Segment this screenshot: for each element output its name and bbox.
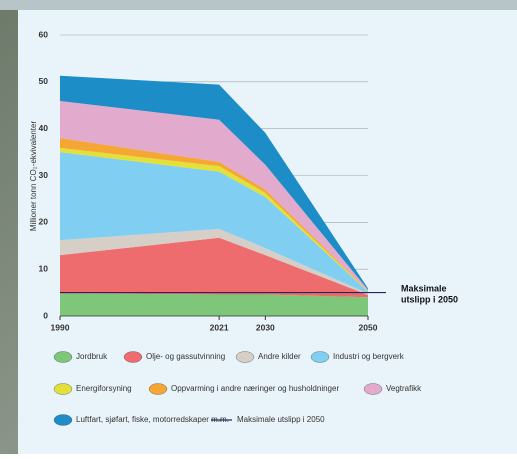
area bbox=[60, 294, 368, 316]
legend-icon bbox=[149, 384, 167, 395]
sky-strip bbox=[0, 0, 517, 10]
annotation: utslipp i 2050 bbox=[401, 294, 458, 304]
legend-icon bbox=[311, 352, 329, 363]
legend-label: Vegtrafikk bbox=[386, 384, 422, 393]
screenshot: Millioner tonn CO₂-ekvivalenter 01020304… bbox=[0, 0, 517, 454]
y-tick-label: 20 bbox=[39, 217, 49, 227]
y-tick-label: 50 bbox=[39, 76, 49, 86]
legend-icon bbox=[54, 352, 72, 363]
legend-icon bbox=[124, 352, 142, 363]
legend-icon bbox=[54, 415, 72, 426]
legend-icon bbox=[364, 384, 382, 395]
y-tick-label: 40 bbox=[39, 123, 49, 133]
legend-label: Olje- og gassutvinning bbox=[146, 352, 225, 361]
x-tick-label: 1990 bbox=[51, 322, 70, 332]
legend-label: Andre kilder bbox=[258, 352, 301, 361]
legend-label: Luftfart, sjøfart, fiske, motorredskaper… bbox=[76, 415, 229, 424]
x-tick-label: 2021 bbox=[210, 322, 229, 332]
legend-label: Industri og bergverk bbox=[333, 352, 405, 361]
x-tick-label: 2030 bbox=[256, 322, 275, 332]
legend-label: Energiforsyning bbox=[76, 384, 132, 393]
y-tick-label: 60 bbox=[39, 29, 49, 39]
y-tick-label: 0 bbox=[43, 310, 48, 320]
legend-label: Oppvarming i andre næringer og husholdni… bbox=[171, 384, 339, 393]
legend-icon bbox=[54, 384, 72, 395]
legend-label: Maksimale utslipp i 2050 bbox=[237, 415, 325, 424]
annotation: Maksimale bbox=[401, 283, 447, 293]
y-axis-label: Millioner tonn CO₂-ekvivalenter bbox=[29, 121, 38, 232]
x-tick-label: 2050 bbox=[359, 322, 378, 332]
legend-icon bbox=[236, 352, 254, 363]
legend-label: Jordbruk bbox=[76, 352, 108, 361]
y-tick-label: 30 bbox=[39, 170, 49, 180]
y-tick-label: 10 bbox=[39, 263, 49, 273]
